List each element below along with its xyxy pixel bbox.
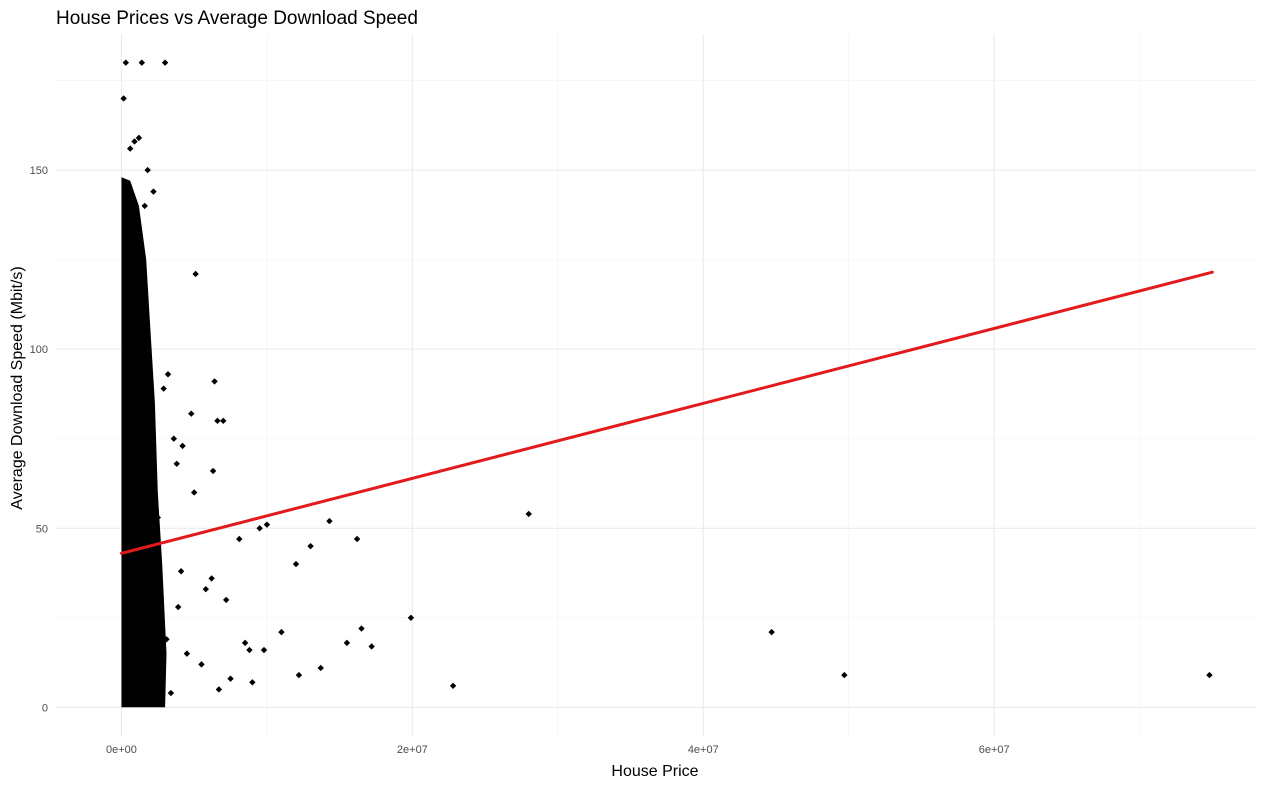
data-point — [198, 661, 205, 668]
data-point — [317, 664, 324, 672]
data-point — [122, 59, 130, 66]
data-point — [249, 679, 256, 686]
data-point — [177, 568, 185, 575]
data-point — [174, 603, 182, 611]
data-point — [179, 442, 186, 450]
y-tick-label: 50 — [36, 523, 48, 535]
data-point — [449, 682, 457, 690]
data-point — [188, 410, 195, 417]
data-point — [170, 435, 178, 442]
data-point — [227, 675, 234, 682]
data-point — [144, 166, 151, 174]
data-point — [209, 467, 217, 475]
data-point — [192, 270, 199, 278]
data-point — [841, 671, 848, 679]
trend-line-group — [119, 270, 1214, 555]
data-point — [407, 614, 415, 622]
data-point — [353, 535, 361, 543]
data-point — [153, 553, 160, 561]
data-point — [278, 628, 285, 636]
data-point — [256, 525, 263, 532]
data-point — [183, 650, 191, 657]
trend-line — [119, 270, 1214, 555]
y-axis-label: Average Download Speed (Mbit/s) — [9, 266, 26, 509]
data-point — [131, 138, 138, 145]
data-point — [126, 145, 134, 152]
data-point — [295, 671, 303, 679]
data-point — [135, 134, 143, 142]
data-point — [246, 646, 253, 654]
data-point — [190, 489, 198, 496]
x-tick-label: 6e+07 — [979, 744, 1010, 756]
dense-points-band — [121, 177, 167, 708]
y-tick-label: 150 — [30, 165, 48, 177]
data-point — [163, 636, 170, 643]
data-point — [138, 59, 146, 66]
data-point — [150, 188, 157, 195]
data-point — [167, 689, 175, 697]
data-point — [202, 585, 210, 593]
data-point — [145, 503, 153, 510]
x-tick-label: 2e+07 — [397, 744, 428, 756]
data-point — [263, 521, 271, 528]
y-tick-label: 0 — [42, 702, 48, 714]
data-point — [141, 202, 148, 210]
data-point — [525, 510, 532, 518]
data-point — [164, 371, 172, 378]
data-point — [220, 417, 227, 425]
data-point — [222, 596, 230, 604]
data-point — [173, 460, 180, 467]
y-tick-label: 100 — [30, 344, 48, 356]
chart-title: House Prices vs Average Download Speed — [56, 8, 418, 29]
grid — [56, 34, 1256, 736]
data-points — [120, 59, 1213, 697]
data-point — [120, 95, 127, 102]
data-point — [260, 646, 268, 654]
data-point — [160, 385, 167, 392]
data-point — [307, 542, 314, 550]
data-point — [208, 575, 215, 582]
data-point — [326, 517, 333, 525]
data-point — [157, 668, 164, 675]
data-point — [358, 625, 365, 632]
x-tick-label: 4e+07 — [688, 744, 719, 756]
data-point — [292, 560, 300, 568]
data-point — [154, 514, 162, 521]
dense-point-band — [121, 177, 167, 708]
data-point — [161, 59, 169, 66]
x-tick-label: 0e+00 — [106, 744, 137, 756]
data-point — [241, 639, 249, 647]
data-point — [214, 417, 221, 425]
data-point — [236, 535, 243, 543]
data-point — [211, 378, 218, 385]
tick-labels: 0e+00 2e+07 4e+07 6e+07 0 50 100 150 — [30, 165, 1010, 756]
data-point — [768, 628, 775, 636]
x-axis-label: House Price — [611, 763, 698, 780]
data-point — [368, 643, 375, 650]
data-point — [1206, 671, 1213, 679]
data-point — [215, 686, 223, 693]
data-point — [343, 639, 351, 647]
